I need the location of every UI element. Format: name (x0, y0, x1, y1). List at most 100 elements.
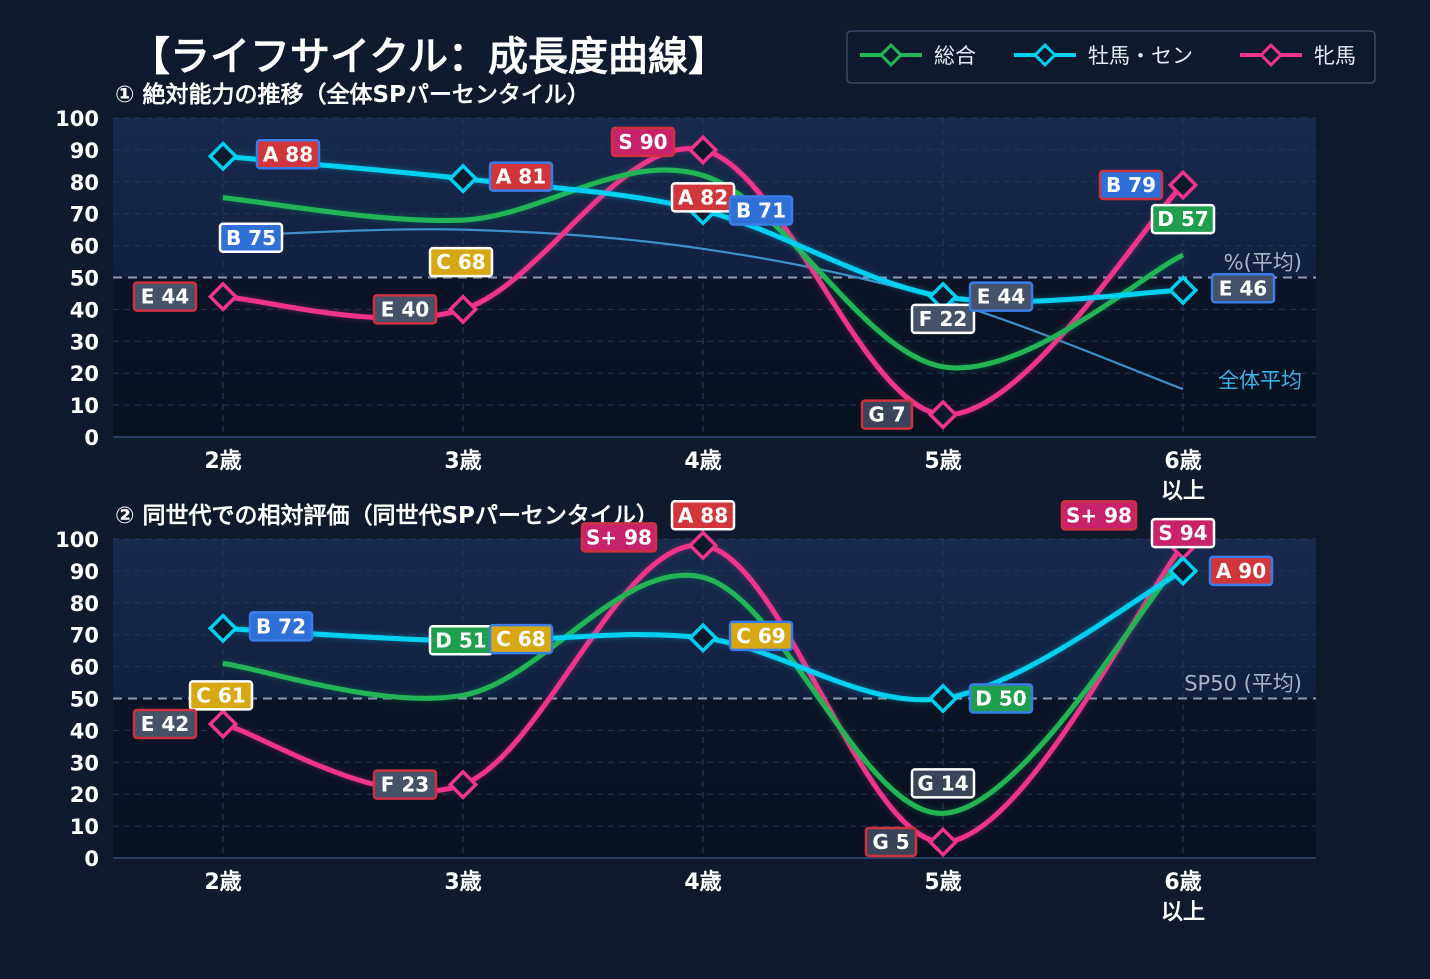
y-tick-label: 80 (70, 171, 99, 195)
data-label-text: E 44 (977, 285, 1025, 309)
data-label-text: F 23 (381, 773, 429, 797)
data-label: E 42 (132, 708, 198, 740)
data-label-box (610, 126, 676, 158)
data-label-box (910, 303, 976, 335)
data-label: D 50 (968, 683, 1034, 714)
data-point-marker-icon (207, 141, 239, 172)
data-label-text: A 90 (1216, 559, 1266, 583)
data-label: A 81 (488, 161, 554, 192)
data-label: E 44 (968, 281, 1034, 312)
data-label-text: G 7 (868, 403, 905, 427)
data-label-box (188, 680, 254, 711)
y-tick-label: 10 (70, 394, 99, 418)
data-label-text: G 5 (872, 830, 909, 854)
y-tick-label: 50 (70, 267, 99, 291)
data-label: E 40 (372, 294, 438, 325)
chart-panel-relative: 0 10 20 30 40 50 60 70 80 90 100 SP50 (平均) ② 同世代での相対… (55, 500, 1316, 925)
data-label-box (372, 294, 438, 325)
x-tick-label: 4歳 (684, 870, 721, 895)
y-tick-label: 0 (84, 426, 99, 450)
x-tick-label: 2歳 (204, 870, 241, 895)
data-point-marker-icon (207, 281, 239, 312)
data-label: B 71 (728, 195, 794, 226)
data-label-text: E 42 (141, 712, 189, 736)
data-label-box (728, 620, 794, 652)
data-point-marker-icon (447, 769, 479, 800)
panel-title: ① 絶対能力の推移（全体SPパーセンタイル） (115, 81, 590, 108)
data-label-text: E 40 (381, 297, 429, 321)
y-tick-label: 0 (84, 847, 99, 871)
data-label-box (864, 826, 918, 858)
data-label-text: D 50 (975, 687, 1026, 711)
legend-item-3: 牝馬 (1240, 42, 1356, 68)
data-label-text: C 61 (196, 683, 245, 707)
data-label-box (428, 246, 494, 278)
data-label-box (248, 611, 314, 642)
legend-item-1: 総合 (860, 42, 976, 68)
y-tick-label: 40 (70, 298, 99, 322)
legend-label-1: 総合 (934, 44, 976, 68)
data-label-text: A 81 (496, 165, 546, 189)
data-label-box (670, 500, 736, 531)
data-point-marker-icon (1167, 169, 1199, 201)
y-tick-label: 20 (70, 783, 99, 807)
data-label: C 68 (488, 623, 554, 655)
x-tick-label: 4歳 (684, 449, 721, 474)
data-label-text: B 71 (736, 199, 786, 223)
average-curve-line (222, 228, 1184, 391)
data-label-box (1150, 517, 1216, 549)
chart-panel-absolute: 0 10 20 30 40 50 60 70 80 90 100 %(平均) ① 絶対能力の推移（全体S… (55, 81, 1316, 504)
data-label-box (860, 399, 914, 430)
y-tick-label: 90 (70, 139, 99, 163)
data-label-box (968, 683, 1034, 714)
data-label-text: E 46 (1219, 276, 1267, 300)
data-label-text: D 57 (1157, 207, 1208, 231)
data-point-marker-icon (1167, 555, 1199, 587)
data-label-text: F 22 (919, 307, 967, 331)
average-curve-label: 全体平均 (1218, 369, 1302, 393)
data-label-text: G 14 (917, 771, 968, 795)
x-tick-label: 5歳 (924, 449, 961, 474)
data-label-box (1150, 203, 1216, 235)
data-label-text: B 72 (256, 614, 306, 638)
data-point-marker-icon (687, 622, 719, 654)
x-tick-label: 2歳 (204, 449, 241, 474)
data-label-text: A 82 (678, 185, 728, 209)
data-label: G 14 (910, 768, 976, 799)
data-label-box (1060, 500, 1138, 531)
data-label-box (1210, 273, 1276, 304)
data-label: B 72 (248, 611, 314, 642)
data-label-text: C 68 (436, 250, 485, 274)
data-label: D 51 (428, 625, 494, 656)
data-label: S+ 98 (1060, 500, 1138, 531)
legend-label-2: 牡馬・セン (1088, 44, 1193, 68)
data-point-marker-icon (687, 530, 719, 561)
reference-line-label: %(平均) (1224, 251, 1302, 275)
data-label-text: S 90 (618, 130, 667, 154)
data-label-text: S 94 (1158, 521, 1207, 545)
x-tick-label: 以上 (1161, 479, 1205, 504)
x-tick-label: 5歳 (924, 870, 961, 895)
series-line-1 (222, 556, 1185, 816)
legend-item-2: 牡馬・セン (1014, 42, 1193, 68)
y-tick-label: 90 (70, 560, 99, 584)
data-label-text: B 75 (226, 226, 276, 250)
data-label-box (580, 522, 658, 553)
legend-marker-icon-3 (1258, 42, 1284, 68)
data-label-text: S+ 98 (1066, 503, 1132, 527)
data-label-text: C 69 (736, 624, 785, 648)
legend-marker-icon-2 (1032, 42, 1058, 68)
legend-box (846, 30, 1376, 84)
x-tick-label: 3歳 (444, 870, 481, 895)
data-label-text: A 88 (678, 503, 728, 527)
data-label-box (488, 161, 554, 192)
data-label: A 82 (670, 182, 736, 213)
data-label: S+ 98 (580, 522, 658, 553)
y-tick-label: 60 (70, 235, 99, 259)
x-tick-label: 3歳 (444, 449, 481, 474)
data-label-box (372, 769, 438, 800)
data-label-text: D 51 (435, 628, 486, 652)
data-label-box (910, 768, 976, 799)
legend: 総合 牡馬・セン 牝馬 (846, 30, 1376, 84)
